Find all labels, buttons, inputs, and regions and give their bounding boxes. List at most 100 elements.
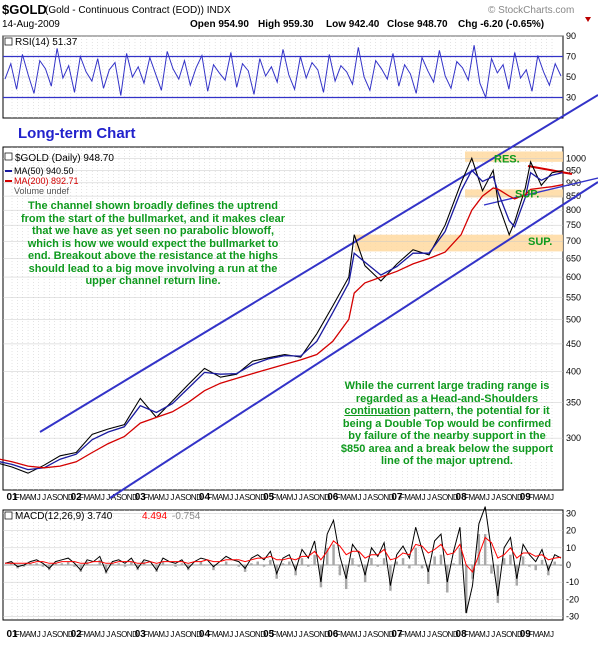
macd-signal-line — [5, 536, 562, 573]
x-tick-label-bottom: J — [42, 630, 46, 639]
x-tick-label-bottom: N — [319, 630, 325, 639]
resistance-zone — [465, 151, 563, 162]
x-tick-label-bottom: N — [512, 630, 518, 639]
x-tick-label: M — [468, 493, 475, 502]
x-tick-label: M — [533, 493, 540, 502]
x-tick-label-bottom: O — [378, 630, 384, 639]
x-tick-label: A — [346, 493, 352, 502]
x-tick-label: D — [260, 493, 266, 502]
x-tick-label-bottom: S — [373, 630, 378, 639]
x-tick-label-bottom: 01 — [6, 629, 18, 640]
x-tick-label: 01 — [6, 492, 18, 503]
x-tick-label-bottom: A — [154, 630, 160, 639]
date-label: 14-Aug-2009 — [2, 19, 60, 30]
macd-tick-label: 0 — [566, 560, 571, 570]
res-label: RES. — [494, 153, 520, 165]
x-tick-label-bottom: A — [282, 630, 288, 639]
x-tick-label: N — [127, 493, 133, 502]
x-tick-label: A — [239, 493, 245, 502]
volume-legend: Volume undef — [14, 186, 70, 196]
x-tick-label-bottom: S — [309, 630, 314, 639]
x-tick-label: S — [501, 493, 506, 502]
x-tick-label-bottom: N — [255, 630, 261, 639]
x-tick-label: O — [185, 493, 191, 502]
x-tick-label: 09 — [520, 492, 532, 503]
x-tick-label: A — [303, 493, 309, 502]
x-tick-label-bottom: A — [47, 630, 53, 639]
ma200-line — [0, 184, 563, 469]
x-tick-label: D — [453, 493, 459, 502]
x-tick-label-bottom: 07 — [391, 629, 403, 640]
x-tick-label-bottom: J — [422, 630, 426, 639]
price-tick-label: 800 — [566, 205, 581, 215]
x-tick-label: A — [154, 493, 160, 502]
range-commentary: While the current large trading range is… — [336, 380, 558, 468]
x-tick-label-bottom: S — [52, 630, 57, 639]
x-tick-label-bottom: J — [229, 630, 233, 639]
x-tick-label: J — [491, 493, 495, 502]
x-tick-label-bottom: O — [314, 630, 320, 639]
x-tick-label: M — [404, 493, 411, 502]
x-tick-label-bottom: O — [442, 630, 448, 639]
x-tick-label-bottom: A — [111, 630, 117, 639]
x-tick-label-bottom: N — [63, 630, 69, 639]
price-tick-label: 600 — [566, 272, 581, 282]
x-tick-label-bottom: F — [336, 630, 341, 639]
x-tick-label: D — [517, 493, 523, 502]
x-tick-label-bottom: O — [506, 630, 512, 639]
macd-tick-label: -30 — [566, 612, 579, 622]
x-tick-label: S — [180, 493, 185, 502]
macd-histogram-legend: -0.754 — [172, 511, 201, 522]
x-tick-label: J — [363, 493, 367, 502]
x-tick-label: J — [106, 493, 110, 502]
x-tick-label-bottom: J — [491, 630, 495, 639]
x-tick-label-bottom: S — [180, 630, 185, 639]
x-tick-label-bottom: M — [533, 630, 540, 639]
x-tick-label-bottom: O — [249, 630, 255, 639]
low-value: Low 942.40 — [326, 19, 380, 30]
x-tick-label: F — [272, 493, 277, 502]
x-tick-label: M — [543, 493, 550, 502]
close-value: Close 948.70 — [387, 19, 448, 30]
x-tick-label: S — [373, 493, 378, 502]
change-value: Chg -6.20 (-0.65%) — [458, 19, 544, 30]
x-tick-label-bottom: M — [468, 630, 475, 639]
x-tick-label-bottom: 02 — [71, 629, 83, 640]
x-tick-label-bottom: A — [539, 630, 545, 639]
price-tick-label: 650 — [566, 253, 581, 263]
x-tick-label-bottom: J — [358, 630, 362, 639]
x-tick-label-bottom: A — [474, 630, 480, 639]
x-tick-label: 03 — [135, 492, 147, 503]
chart-title: Long-term Chart — [18, 125, 136, 142]
x-tick-label: S — [437, 493, 442, 502]
x-tick-label: M — [84, 493, 91, 502]
x-tick-label-bottom: 08 — [456, 629, 468, 640]
x-tick-label: O — [249, 493, 255, 502]
rsi-legend-box — [4, 37, 13, 46]
x-tick-label-bottom: J — [293, 630, 297, 639]
price-tick-label: 350 — [566, 397, 581, 407]
x-tick-label-bottom: M — [340, 630, 347, 639]
x-tick-label: F — [143, 493, 148, 502]
x-tick-label-bottom: A — [25, 630, 31, 639]
macd-legend: MACD(12,26,9) 3.740 — [15, 511, 113, 522]
x-tick-label-bottom: A — [218, 630, 224, 639]
x-tick-label: J — [550, 493, 554, 502]
x-tick-label-bottom: 09 — [520, 629, 532, 640]
x-tick-label: M — [340, 493, 347, 502]
upper-channel-line — [39, 94, 598, 433]
x-tick-label: M — [212, 493, 219, 502]
x-tick-label-bottom: J — [235, 630, 239, 639]
x-tick-label: A — [90, 493, 96, 502]
ma50-legend: MA(50) 940.50 — [14, 166, 74, 176]
x-tick-label-bottom: 06 — [327, 629, 339, 640]
x-tick-label: A — [539, 493, 545, 502]
x-tick-label-bottom: D — [325, 630, 331, 639]
continuation-word: continuation — [344, 405, 411, 417]
x-tick-label-bottom: F — [400, 630, 405, 639]
x-tick-label: M — [94, 493, 101, 502]
x-tick-label: M — [287, 493, 294, 502]
x-tick-label: F — [400, 493, 405, 502]
